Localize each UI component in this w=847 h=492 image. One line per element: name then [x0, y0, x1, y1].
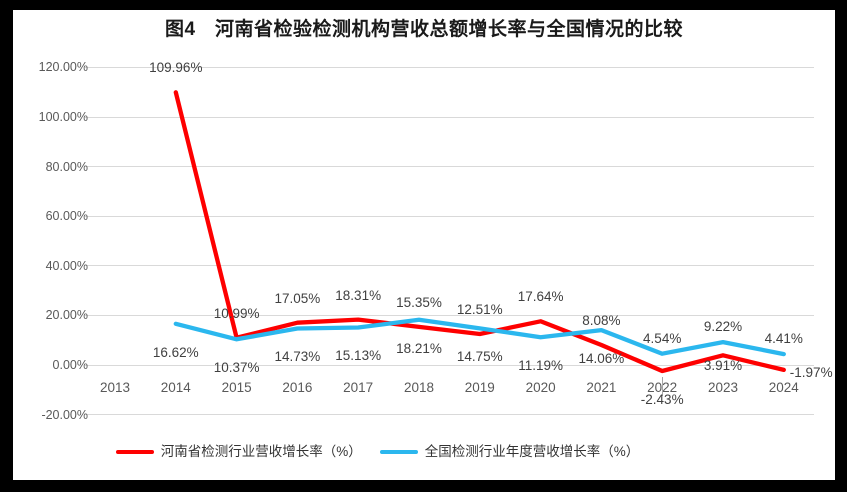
- gridline: [85, 66, 814, 68]
- data-label-national-2024: 4.41%: [764, 331, 803, 347]
- gridline: [85, 166, 814, 168]
- x-axis-label: 2024: [768, 380, 799, 395]
- legend-swatch-henan-line: [115, 449, 154, 455]
- y-axis-tick: -20.00%: [41, 407, 88, 422]
- x-axis-label: 2016: [282, 380, 313, 395]
- data-label-national-2020: 11.19%: [518, 358, 563, 374]
- gridline: [85, 314, 814, 316]
- data-label-henan-2021: 8.08%: [582, 312, 621, 328]
- data-label-henan-2015: 10.99%: [213, 305, 260, 321]
- data-label-national-2015: 10.37%: [213, 360, 260, 376]
- series-line-henan: [173, 90, 786, 374]
- x-axis-label: 2022: [628, 380, 696, 395]
- gridline: [85, 414, 814, 416]
- x-axis-label: 2014: [160, 380, 191, 395]
- gridline: [85, 265, 814, 267]
- legend-label-henan: 河南省检测行业营收增长率（%）: [160, 444, 362, 459]
- data-label-henan-2019: 12.51%: [456, 301, 503, 317]
- data-label-national-2017: 15.13%: [335, 348, 382, 364]
- data-label-national-2021: 14.06%: [578, 351, 625, 367]
- x-axis-label: 2019: [464, 380, 495, 395]
- legend-label-national: 全国检测行业年度营收增长率（%）: [424, 444, 640, 459]
- data-label-national-2014: 16.62%: [152, 344, 199, 360]
- data-label-national-2019: 14.75%: [456, 349, 503, 365]
- gridline: [85, 116, 814, 118]
- data-label-national-2016: 14.73%: [274, 349, 321, 365]
- y-axis-tick: 20.00%: [45, 308, 88, 323]
- x-axis-label: 2020: [525, 380, 556, 395]
- data-label-national-2018: 18.21%: [396, 340, 442, 356]
- data-label-henan-2016: 17.05%: [274, 290, 321, 306]
- data-label-henan-2023: 3.91%: [703, 358, 743, 374]
- y-axis-tick: 80.00%: [45, 159, 88, 174]
- legend: 河南省检测行业营收增长率（%） 全国检测行业年度营收增长率（%）: [0, 443, 847, 461]
- data-label-henan-2022: -2.43%: [640, 392, 684, 408]
- legend-item-henan: 河南省检测行业营收增长率（%）: [115, 443, 362, 461]
- x-axis-label: 2013: [99, 380, 131, 395]
- x-axis-label: 2021: [586, 380, 617, 395]
- x-axis-label: 2015: [221, 380, 252, 395]
- data-label-national-2023: 9.22%: [703, 319, 743, 335]
- y-axis-tick: 40.00%: [45, 258, 88, 273]
- x-axis-label: 2018: [403, 380, 435, 395]
- y-axis-tick: 0.00%: [52, 358, 88, 372]
- data-label-henan-2024: -1.97%: [789, 364, 833, 380]
- y-axis-tick: 60.00%: [45, 209, 88, 224]
- x-axis-label: 2017: [343, 380, 374, 395]
- data-label-national-2022: 4.54%: [643, 330, 682, 346]
- data-label-henan-2014: 109.96%: [149, 60, 203, 76]
- legend-swatch-national-line: [379, 449, 418, 455]
- data-label-henan-2017: 18.31%: [335, 287, 382, 303]
- x-axis-label: 2023: [707, 380, 739, 395]
- chart-title: 图4 河南省检验检测机构营收总额增长率与全国情况的比较: [164, 19, 684, 40]
- data-label-henan-2018: 15.35%: [396, 294, 442, 310]
- y-axis-tick: 120.00%: [38, 60, 88, 75]
- data-label-henan-2020: 17.64%: [517, 289, 564, 305]
- leader-line: [662, 377, 664, 396]
- legend-item-national: 全国检测行业年度营收增长率（%）: [379, 443, 640, 461]
- y-axis-tick: 100.00%: [38, 110, 88, 124]
- gridline: [85, 215, 814, 217]
